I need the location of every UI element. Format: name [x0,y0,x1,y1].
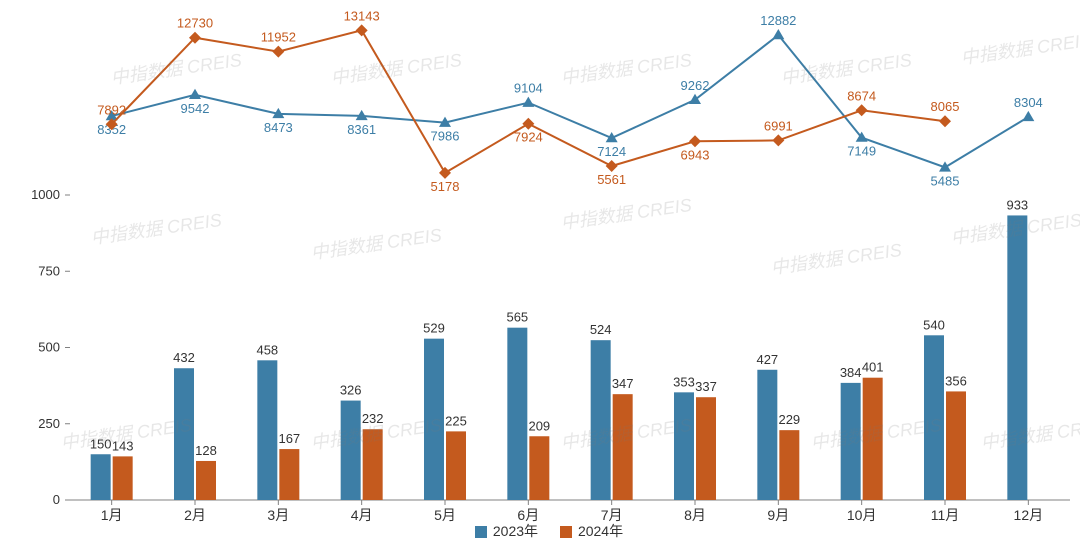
triangle-marker [1022,111,1034,121]
diamond-marker [272,46,284,58]
bar-label: 427 [756,352,778,367]
legend-box-2023 [475,526,487,538]
bar [757,370,777,500]
bar [91,454,111,500]
bar-label: 540 [923,317,945,332]
bar-label: 232 [362,411,384,426]
bar-label: 524 [590,322,612,337]
line-point-label: 8065 [931,99,960,114]
line-point-label: 8473 [264,120,293,135]
bar [779,430,799,500]
line-point-label: 7892 [97,102,126,117]
combined-chart: 0 250 500 750 1000 150 432 458 326 529 565 524 353 42… [0,0,1080,545]
triangle-marker [772,29,784,39]
line-point-label: 9262 [681,78,710,93]
legend-box-2024 [560,526,572,538]
bar [424,339,444,500]
line-point-label: 5178 [431,179,460,194]
bar-label: 432 [173,350,195,365]
line-point-label: 12882 [760,13,796,28]
y-tick-label: 250 [38,416,60,431]
bar-label: 209 [528,418,550,433]
bar [113,456,133,500]
triangle-marker [522,97,534,107]
y-tick-label: 0 [53,492,60,507]
bar-label: 128 [195,443,217,458]
bar [257,360,277,500]
bar-label: 326 [340,383,362,398]
bar-label: 225 [445,413,467,428]
bar-label: 565 [506,310,528,325]
bar [446,431,466,500]
line-point-label: 6943 [681,147,710,162]
bar-label: 356 [945,373,967,388]
line-point-label: 9104 [514,81,543,96]
line-point-label: 8674 [847,88,876,103]
line-point-label: 12730 [177,16,213,31]
bar-label: 167 [278,431,300,446]
diamond-marker [689,135,701,147]
diamond-marker [856,104,868,116]
bar [529,436,549,500]
bar-label: 529 [423,321,445,336]
bar-label: 353 [673,374,695,389]
line-point-label: 6991 [764,118,793,133]
diamond-marker [522,118,534,130]
bar-label: 401 [862,360,884,375]
line-point-label: 8304 [1014,95,1043,110]
diamond-marker [356,24,368,36]
bar [674,392,694,500]
diamond-marker [439,167,451,179]
diamond-marker [772,134,784,146]
bar-label: 143 [112,438,134,453]
line-series [112,35,1029,167]
bar [279,449,299,500]
bar [196,461,216,500]
bar [924,335,944,500]
line-point-label: 7149 [847,144,876,159]
bar-label: 229 [778,412,800,427]
line-point-label: 13143 [344,8,380,23]
line-point-label: 7986 [431,129,460,144]
line-point-label: 5561 [597,172,626,187]
line-point-label: 7124 [597,144,626,159]
triangle-marker [189,89,201,99]
line-point-label: 11952 [261,30,296,45]
y-tick-label: 750 [38,263,60,278]
bar [174,368,194,500]
line-point-label: 7924 [514,130,543,145]
bar-label: 347 [612,376,634,391]
bar-label: 150 [90,436,112,451]
bar [696,397,716,500]
bar [591,340,611,500]
bar-label: 384 [840,365,862,380]
bar-label: 337 [695,379,717,394]
y-tick-label: 1000 [31,187,60,202]
bar [1007,215,1027,500]
legend: 2023年 2024年 [0,521,1080,541]
legend-label-2024: 2024年 [578,523,623,539]
legend-label-2023: 2023年 [493,523,538,539]
bar [863,378,883,500]
diamond-marker [606,160,618,172]
line-point-label: 8361 [347,122,376,137]
bar [613,394,633,500]
bar-label: 458 [256,342,278,357]
y-tick-label: 500 [38,340,60,355]
bar [341,401,361,500]
diamond-marker [939,115,951,127]
bar [507,328,527,500]
line-point-label: 5485 [931,173,960,188]
bar [841,383,861,500]
bar [946,391,966,500]
bar [363,429,383,500]
bar-label: 933 [1006,197,1028,212]
line-point-label: 9542 [181,101,210,116]
